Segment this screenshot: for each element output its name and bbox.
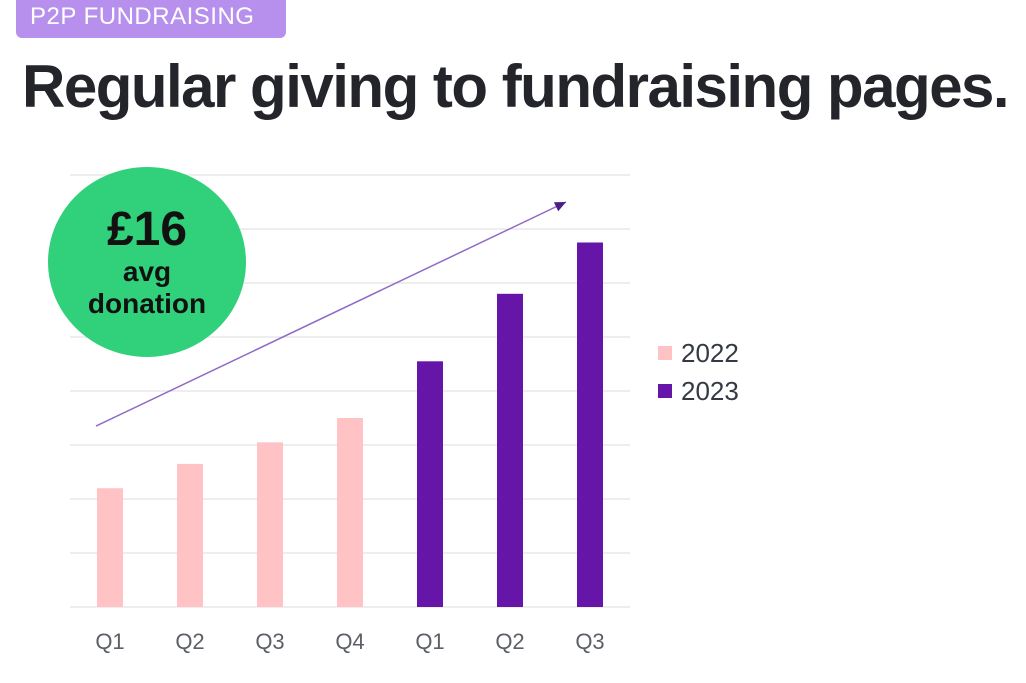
legend-label-2023: 2023 — [681, 375, 739, 406]
category-tag: P2P FUNDRAISING — [16, 0, 286, 38]
trend-line — [95, 201, 567, 427]
avg-donation-badge: £16 avg donation — [48, 167, 246, 357]
page-title: Regular giving to fundraising pages. — [22, 53, 1010, 120]
legend-item-2023: 2023 — [658, 372, 739, 410]
bar-2022-q4 — [337, 418, 363, 607]
x-tick-label: Q3 — [255, 629, 284, 654]
bar-2023-q1 — [417, 361, 443, 607]
x-tick-label: Q4 — [335, 629, 364, 654]
legend-item-2022: 2022 — [658, 334, 739, 372]
x-tick-label: Q2 — [175, 629, 204, 654]
bar-2022-q1 — [97, 488, 123, 607]
chart-legend: 2022 2023 — [658, 334, 739, 410]
bar-2022-q3 — [257, 442, 283, 607]
bar-2022-q2 — [177, 463, 203, 607]
x-tick-label: Q1 — [95, 629, 124, 654]
bar-2023-q2 — [497, 293, 523, 607]
legend-swatch-2022 — [658, 346, 672, 360]
avg-donation-amount: £16 — [106, 203, 188, 256]
legend-label-2022: 2022 — [681, 337, 739, 368]
trend-arrowhead — [553, 202, 566, 212]
x-tick-label: Q1 — [415, 629, 444, 654]
legend-swatch-2023 — [658, 384, 672, 398]
avg-donation-label-line2: donation — [87, 288, 207, 319]
bar-2023-q3 — [577, 242, 603, 607]
avg-donation-label-line1: avg — [122, 256, 172, 287]
x-tick-label: Q2 — [495, 629, 524, 654]
x-tick-label: Q3 — [575, 629, 604, 654]
